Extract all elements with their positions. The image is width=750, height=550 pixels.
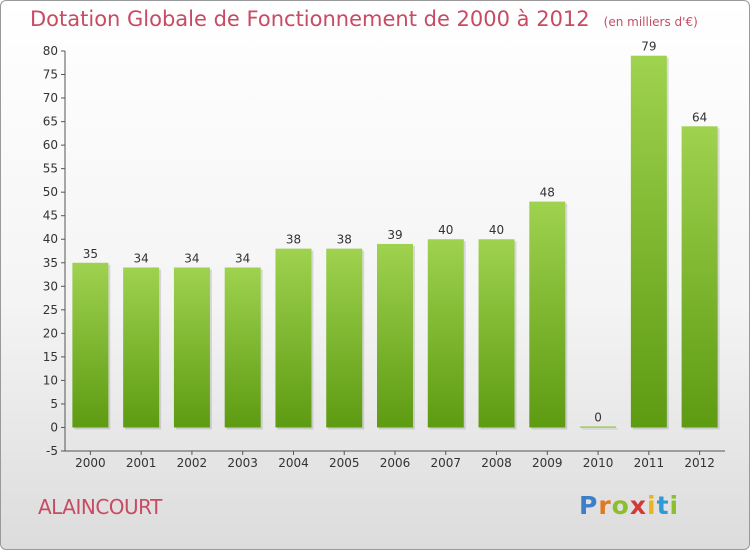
bars	[72, 55, 720, 430]
logo-letter: P	[579, 491, 599, 520]
y-tick-label: 75	[43, 68, 58, 82]
y-tick-label: 5	[50, 397, 58, 411]
bar	[72, 262, 109, 428]
bar-value-label: 35	[83, 247, 98, 261]
x-tick-label: 2009	[532, 456, 563, 470]
bar-value-label: 79	[641, 40, 656, 54]
y-tick-label: 50	[43, 185, 58, 199]
logo-letter: o	[611, 491, 630, 520]
x-tick-label: 2008	[481, 456, 512, 470]
chart-title: Dotation Globale de Fonctionnement de 20…	[30, 7, 698, 31]
x-tick-label: 2007	[430, 456, 461, 470]
bar	[123, 267, 160, 428]
bar	[478, 239, 515, 428]
bar	[580, 426, 617, 428]
y-tick-label: 15	[43, 350, 58, 364]
x-tick-label: 2006	[380, 456, 411, 470]
y-tick-label: 25	[43, 303, 58, 317]
bar-value-label: 38	[286, 233, 301, 247]
bar	[427, 239, 464, 428]
x-tick-label: 2001	[126, 456, 157, 470]
x-tick-label: 2010	[583, 456, 614, 470]
bar	[224, 267, 261, 428]
y-tick-label: 10	[43, 373, 58, 387]
chart-title-text: Dotation Globale de Fonctionnement de 20…	[30, 7, 590, 31]
bar	[377, 243, 413, 428]
x-tick-label: 2012	[684, 456, 715, 470]
bar-shadow	[582, 428, 619, 430]
bar	[275, 248, 312, 428]
bar	[173, 267, 210, 428]
logo-letter: r	[598, 491, 612, 520]
logo-letter: t	[656, 491, 670, 520]
bar-value-label: 34	[235, 251, 250, 265]
axes: -5 0 5 10 15 20 25 30 35 40 45 50 55 60 65 70 75 80 2000 20…	[43, 44, 725, 470]
y-tick-label: 0	[50, 420, 58, 434]
x-tick-label: 2004	[278, 456, 309, 470]
bar	[681, 126, 718, 428]
bar	[326, 248, 363, 428]
bar-value-label: 0	[594, 410, 602, 424]
logo-letter: i	[669, 491, 680, 520]
bar-value-label: 34	[134, 251, 149, 265]
y-tick-label: 55	[43, 162, 58, 176]
bar-value-label: 64	[692, 110, 707, 124]
commune-name: ALAINCOURT	[38, 495, 162, 519]
x-tick-label: 2011	[634, 456, 665, 470]
logo-letter: x	[629, 491, 647, 520]
x-tick-label: 2002	[177, 456, 208, 470]
proxiti-logo[interactable]: Proxiti	[579, 491, 679, 520]
logo-letter: i	[647, 491, 657, 520]
y-tick-label: 30	[43, 279, 58, 293]
x-tick-label: 2000	[75, 456, 106, 470]
y-tick-label: -5	[46, 444, 58, 458]
y-tick-label: 35	[43, 256, 58, 270]
bar-value-label: 40	[489, 223, 504, 237]
y-tick-label: 70	[43, 91, 58, 105]
value-labels: 35 34 34 34 38 38 39 40 40 48 0 79 64	[83, 40, 708, 425]
x-tick-label: 2005	[329, 456, 360, 470]
bar	[630, 55, 667, 428]
bar-value-label: 34	[184, 251, 199, 265]
chart-unit: (en milliers d'€)	[603, 15, 698, 29]
y-tick-label: 80	[43, 44, 58, 58]
bar	[529, 201, 566, 428]
y-tick-label: 20	[43, 326, 58, 340]
y-tick-label: 60	[43, 138, 58, 152]
bar-value-label: 38	[337, 233, 352, 247]
bar-value-label: 39	[387, 228, 402, 242]
y-tick-label: 65	[43, 115, 58, 129]
y-tick-label: 45	[43, 209, 58, 223]
bar-value-label: 48	[540, 186, 555, 200]
y-tick-label: 40	[43, 232, 58, 246]
bar-value-label: 40	[438, 223, 453, 237]
x-tick-label: 2003	[227, 456, 258, 470]
